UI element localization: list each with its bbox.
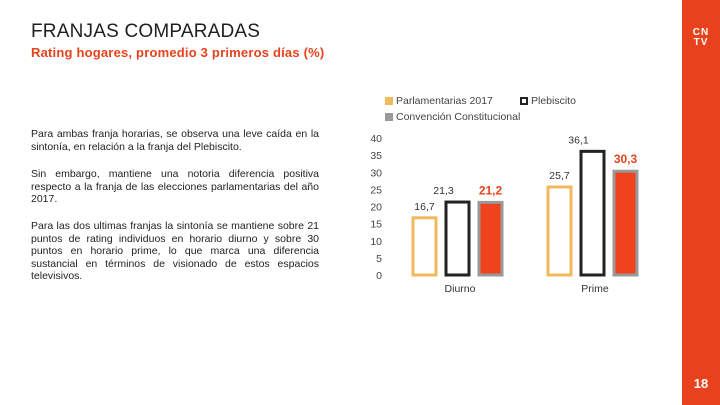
- y-tick-label: 0: [376, 270, 382, 282]
- legend-swatch-convencion: [385, 113, 393, 121]
- data-label: 30,3: [614, 152, 638, 166]
- paragraph-1: Para ambas franja horarias, se observa u…: [31, 128, 319, 153]
- data-label: 21,2: [479, 183, 503, 197]
- y-tick-label: 5: [376, 253, 382, 265]
- data-label: 25,7: [549, 170, 570, 182]
- y-tick-label: 35: [370, 150, 382, 162]
- bar-0-0: [411, 216, 438, 277]
- legend-item-parlamentarias: Parlamentarias 2017: [385, 95, 493, 107]
- paragraph-3: Para las dos ultimas franjas la sintonía…: [31, 220, 319, 282]
- category-label: Diurno: [445, 283, 476, 295]
- data-label: 36,1: [568, 134, 589, 146]
- bar-2-1: [612, 169, 639, 277]
- legend-swatch-parlamentarias: [385, 97, 393, 105]
- page-number: 18: [693, 376, 709, 391]
- page-subtitle: Rating hogares, promedio 3 primeros días…: [31, 45, 325, 60]
- y-tick-label: 25: [370, 184, 382, 196]
- brand-sidebar: CN TV 18: [682, 0, 720, 405]
- legend-item-convencion: Convención Constitucional: [385, 111, 520, 123]
- bar-2-0: [477, 200, 504, 277]
- page-title: FRANJAS COMPARADAS: [31, 21, 261, 42]
- data-label: 16,7: [414, 201, 435, 213]
- paragraph-2: Sin embargo, mantiene una notoria difere…: [31, 168, 319, 205]
- data-label: 21,3: [433, 185, 454, 197]
- cntv-logo: CN TV: [684, 28, 718, 48]
- y-tick-label: 10: [370, 236, 382, 248]
- logo-line-1: CN: [692, 27, 710, 38]
- bar-1-0: [444, 200, 471, 277]
- y-tick-label: 30: [370, 167, 382, 179]
- legend-item-plebiscito: Plebiscito: [520, 95, 576, 107]
- legend-swatch-plebiscito: [520, 97, 528, 105]
- y-tick-label: 20: [370, 202, 382, 214]
- legend-label-parlamentarias: Parlamentarias 2017: [396, 95, 493, 107]
- legend-label-convencion: Convención Constitucional: [396, 111, 521, 123]
- y-tick-label: 40: [370, 133, 382, 145]
- bar-1-1: [579, 149, 606, 277]
- bar-0-1: [546, 185, 573, 277]
- logo-line-2: TV: [693, 37, 709, 48]
- legend-label-plebiscito: Plebiscito: [531, 95, 576, 107]
- y-tick-label: 15: [370, 219, 382, 231]
- category-label: Prime: [581, 283, 609, 295]
